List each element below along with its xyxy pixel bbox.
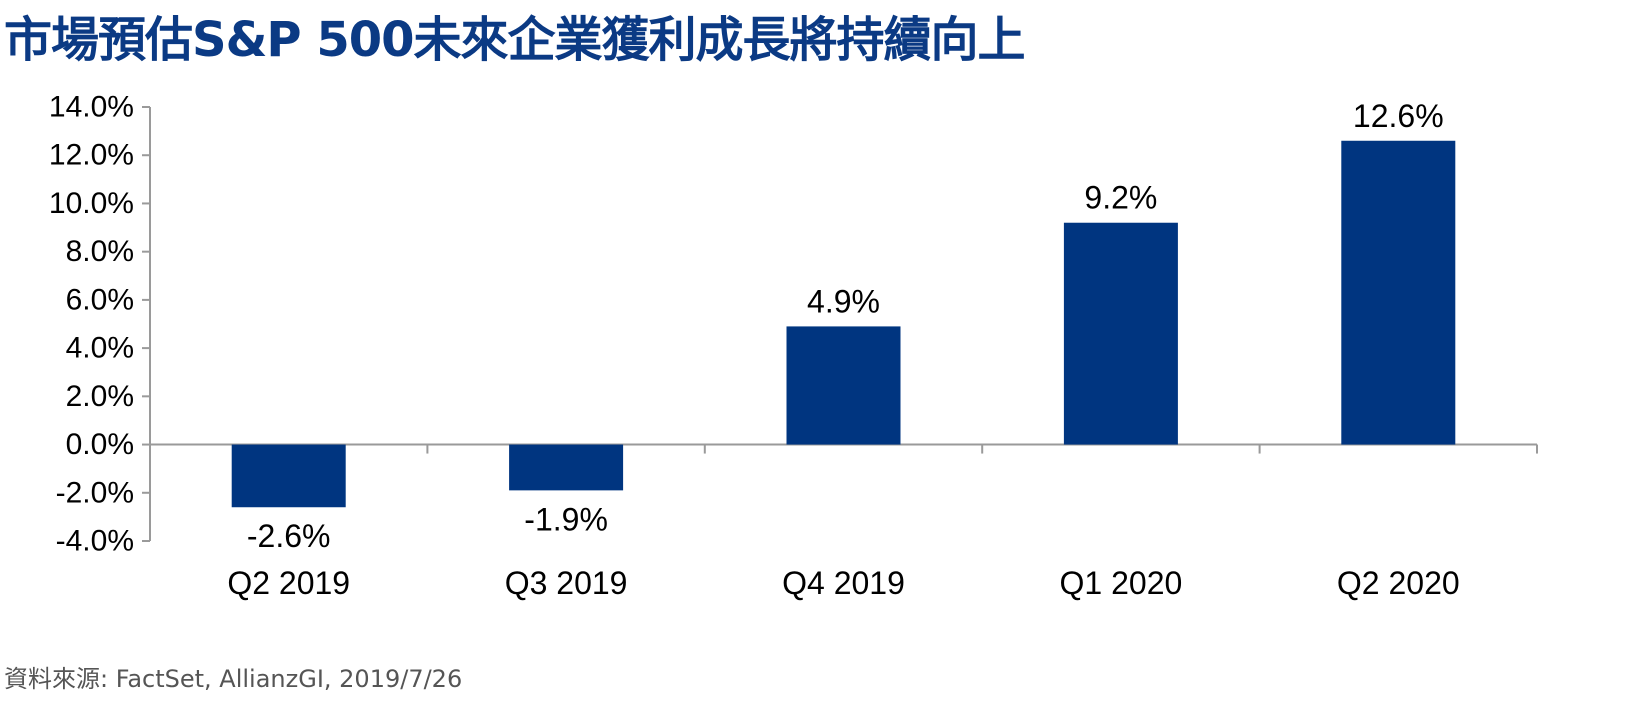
y-tick-label: 8.0%: [66, 235, 134, 268]
x-tick-label: Q1 2020: [1060, 565, 1183, 601]
source-note: 資料來源: FactSet, AllianzGI, 2019/7/26: [4, 665, 463, 693]
y-tick-label: 2.0%: [66, 380, 134, 413]
x-tick-label: Q2 2019: [227, 565, 350, 601]
y-tick-label: 10.0%: [49, 187, 134, 220]
y-tick-label: 4.0%: [66, 332, 134, 365]
chart-bars: [231, 140, 1456, 508]
x-tick-label: Q3 2019: [505, 565, 628, 601]
bar-chart: 14.0% 12.0% 10.0% 8.0% 6.0% 4.0% 2.0% 0.0% -2.0%…: [49, 91, 1538, 601]
x-tick-label: Q4 2019: [782, 565, 905, 601]
bar: [509, 444, 624, 491]
data-label: 4.9%: [807, 283, 880, 319]
bar: [1341, 140, 1456, 445]
data-label: 9.2%: [1084, 180, 1157, 216]
y-tick-label: 6.0%: [66, 283, 134, 316]
bar: [786, 326, 901, 445]
x-tick-label: Q2 2020: [1337, 565, 1460, 601]
data-label: -2.6%: [247, 518, 331, 554]
y-tick-label: -4.0%: [56, 525, 134, 558]
bar: [231, 444, 346, 508]
chart-title: 市場預估S&P 500未來企業獲利成長將持續向上: [4, 12, 1026, 68]
data-label: 12.6%: [1353, 98, 1444, 134]
data-label: -1.9%: [524, 501, 608, 537]
y-tick-label: -2.0%: [56, 476, 134, 509]
y-tick-label: 0.0%: [66, 428, 134, 461]
y-tick-label: 14.0%: [49, 91, 134, 124]
y-tick-label: 12.0%: [49, 139, 134, 172]
chart-labels: -2.6% Q2 2019 -1.9% Q3 2019 4.9% Q4 2019 9.2% Q…: [227, 98, 1459, 601]
chart-axes: 14.0% 12.0% 10.0% 8.0% 6.0% 4.0% 2.0% 0.0% -2.0%…: [49, 91, 1538, 558]
bar: [1063, 222, 1178, 445]
